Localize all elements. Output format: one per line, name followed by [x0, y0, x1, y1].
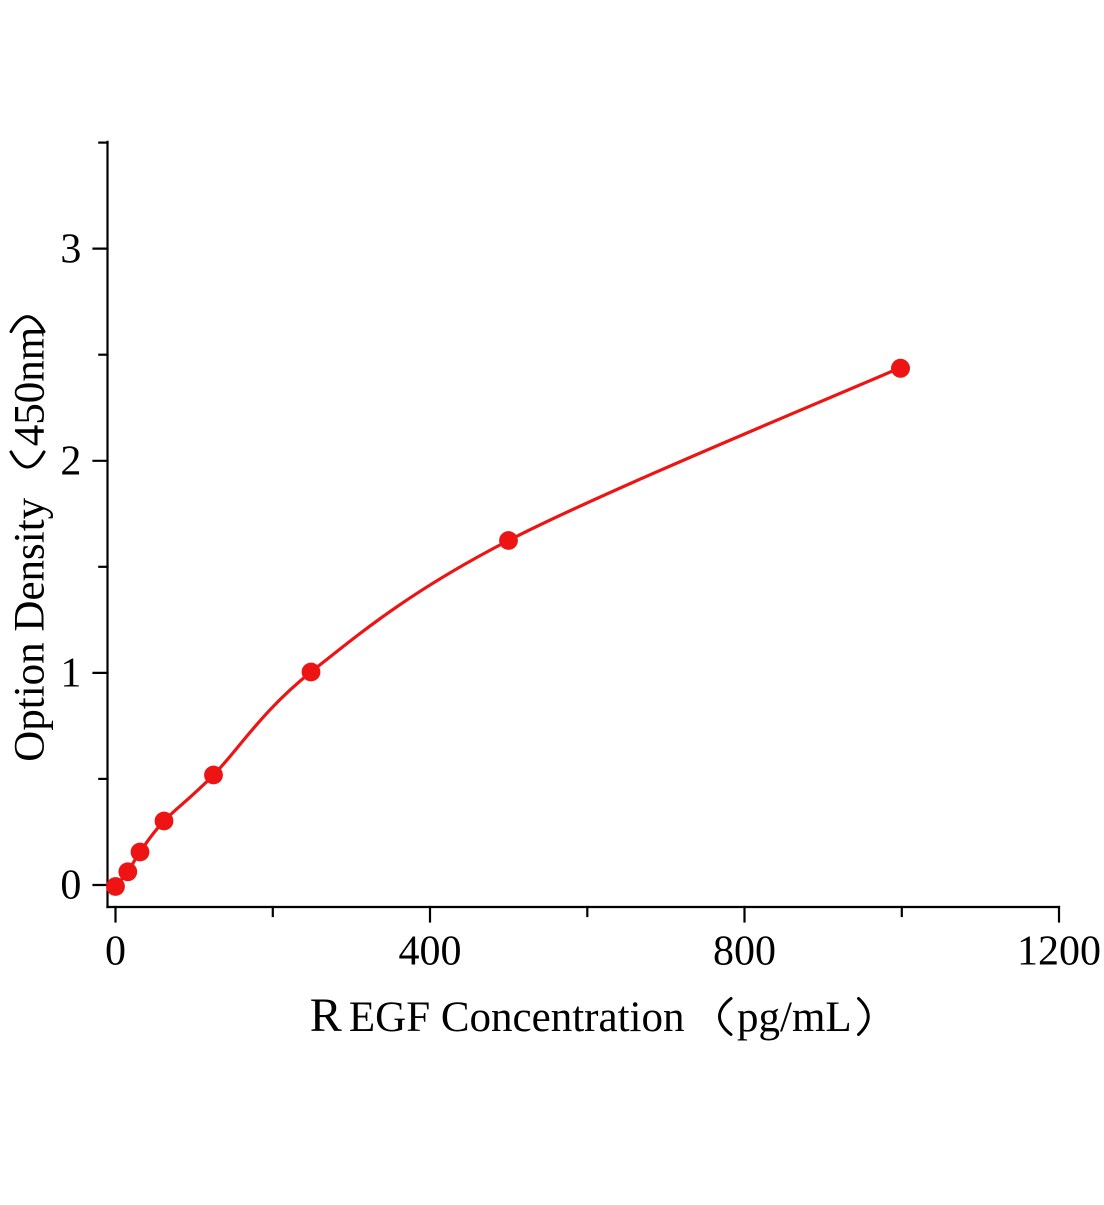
- svg-text:2: 2: [60, 439, 81, 485]
- svg-text:1: 1: [60, 651, 81, 697]
- svg-text:Option Density: Option Density: [7, 497, 54, 761]
- svg-text:3: 3: [60, 226, 81, 272]
- svg-text:1200: 1200: [1017, 929, 1101, 975]
- svg-text:EGF Concentration: EGF Concentration: [349, 994, 685, 1041]
- svg-text:400: 400: [399, 929, 462, 975]
- svg-text:800: 800: [713, 929, 776, 975]
- svg-text:450nm: 450nm: [7, 327, 54, 446]
- svg-text:0: 0: [105, 929, 126, 975]
- svg-text:pg/mL: pg/mL: [737, 994, 852, 1041]
- svg-text:0: 0: [60, 863, 81, 909]
- svg-text:R: R: [310, 989, 342, 1042]
